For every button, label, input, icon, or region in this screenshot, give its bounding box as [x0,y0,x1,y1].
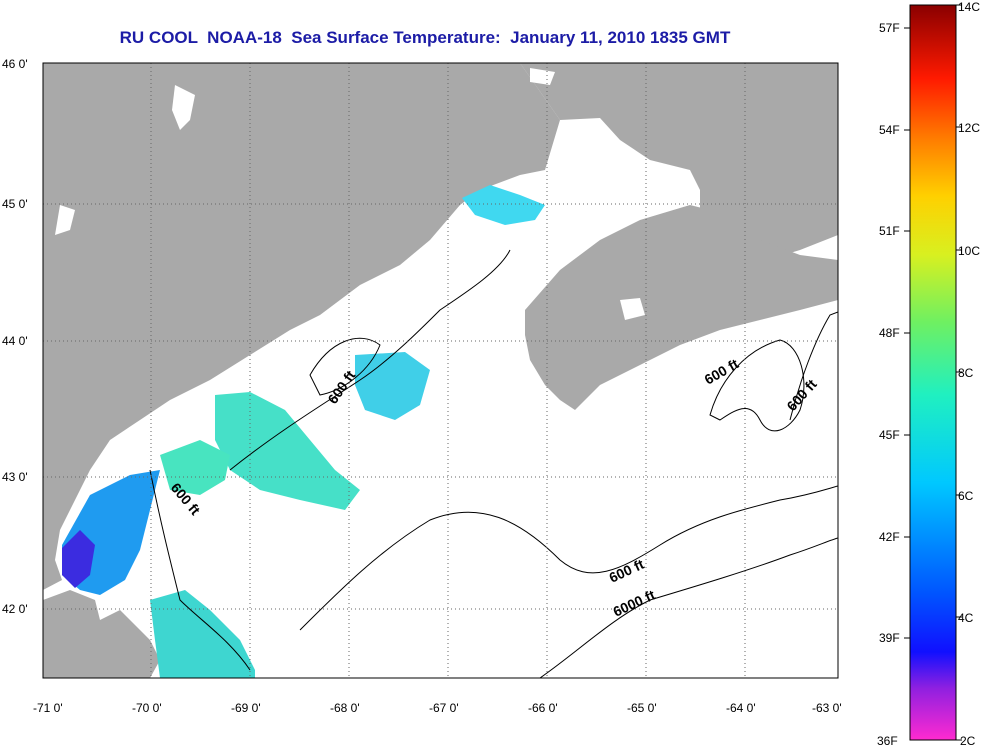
contour-600ft-east [789,311,838,421]
colorbar-f-label: 54F [879,123,900,137]
lon-label: -70 0' [132,701,162,715]
sst-patch-bay-of-fundy [462,185,545,225]
contour-basin-ring [309,337,381,396]
lake [172,85,195,130]
lon-label: -71 0' [33,701,63,715]
contour-600ft-central [229,249,511,471]
sst-patch-wilkinson [160,440,230,495]
lon-label: -67 0' [429,701,459,715]
land-new-england [43,63,560,590]
colorbar-c-label: 12C [958,121,980,135]
colorbar-f-label: 45F [879,428,900,442]
map-title: RU COOL NOAA-18 Sea Surface Temperature:… [119,28,731,47]
contour-6000ft [539,537,838,678]
land-new-brunswick [520,63,838,262]
colorbar-c-label: 14C [958,0,980,14]
lon-label: -68 0' [330,701,360,715]
colorbar-f-label: 39F [879,631,900,645]
sst-patch-nantucket [150,590,255,678]
lat-label: 42 0' [2,602,28,616]
lon-label: -65 0' [627,701,657,715]
map-frame [42,62,839,679]
lat-label: 45 0' [2,197,28,211]
colorbar-c-label: 8C [958,366,974,380]
lat-label: 44 0' [2,334,28,348]
lon-label: -64 0' [726,701,756,715]
colorbar-f-label: 36F [877,734,898,748]
sst-patch-warm-coast [62,530,95,588]
colorbar-c-label: 10C [958,244,980,258]
colorbar-f-label: 42F [879,530,900,544]
colorbar-c-label: 6C [958,489,974,503]
lat-label: 43 0' [2,470,28,484]
colorbar-f-label: 48F [879,326,900,340]
land-nova-scotia [525,205,838,410]
lake [530,68,555,85]
sst-patch-east-gulf [355,352,430,420]
colorbar-f-label: 57F [879,21,900,35]
lon-label: -66 0' [528,701,558,715]
colorbar-c-label: 4C [958,611,974,625]
lon-label: -63 0' [812,701,842,715]
colorbar-f-label: 51F [879,224,900,238]
colorbar [909,4,957,741]
colorbar-ticks [904,4,962,741]
graticule [43,63,838,678]
land-cape-cod [43,590,160,678]
lake [620,298,645,320]
sst-patch-central-gulf [215,392,360,510]
colorbar-c-label: 2C [960,734,976,748]
contour-600ft-south [299,485,838,631]
lat-label: 46 0' [2,57,28,71]
lon-label: -69 0' [231,701,261,715]
contour-600ft-west [149,469,251,671]
lake [55,205,75,235]
